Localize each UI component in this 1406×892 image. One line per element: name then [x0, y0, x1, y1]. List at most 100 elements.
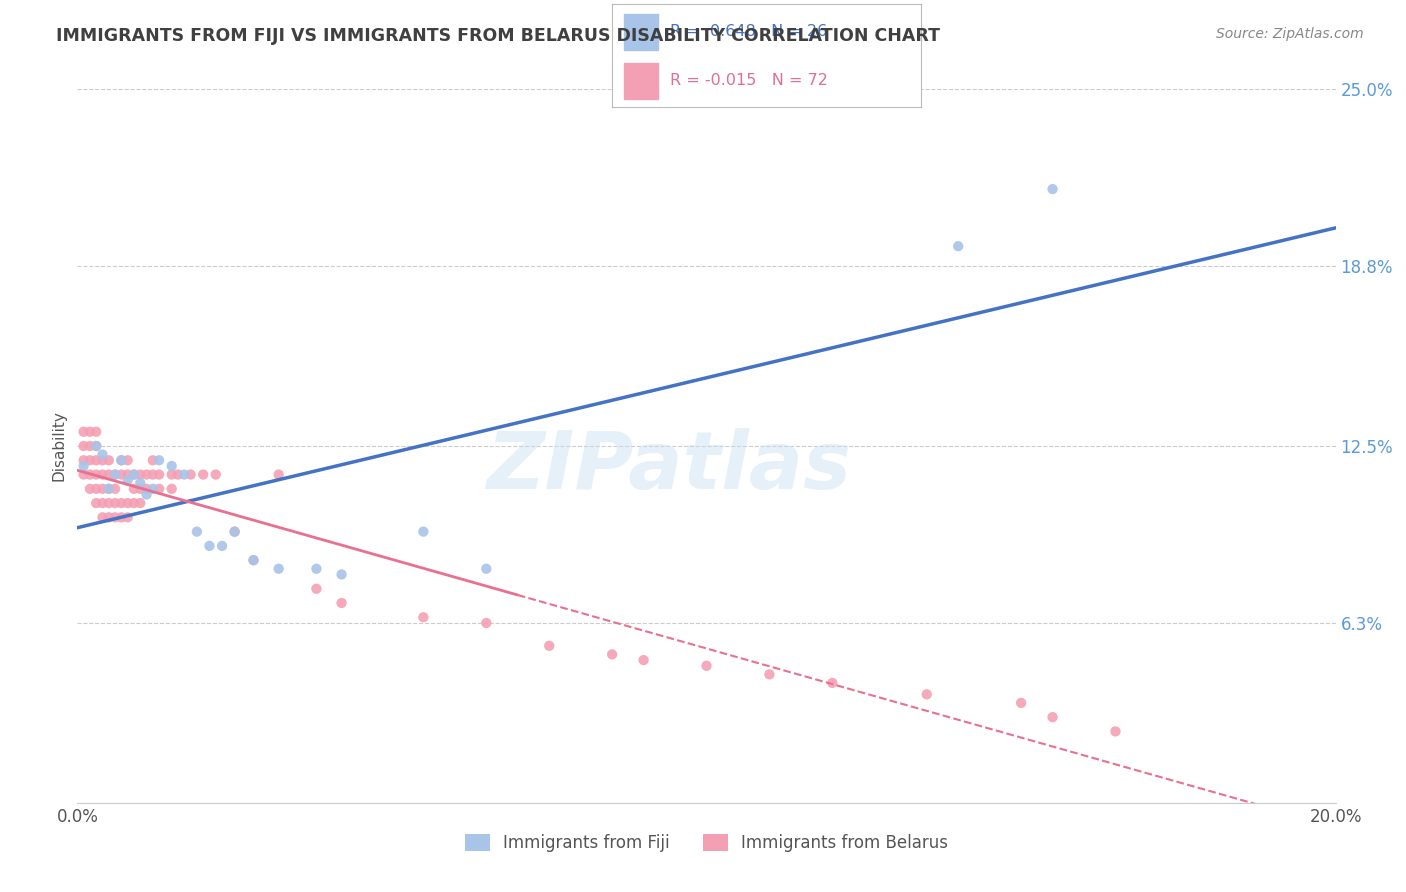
Point: [412, 524, 434, 539]
Point: [148, 482, 170, 496]
Point: [160, 467, 183, 482]
Point: [97, 482, 120, 496]
Point: [160, 482, 183, 496]
Point: [305, 562, 328, 576]
Point: [129, 476, 152, 491]
Point: [72, 439, 94, 453]
Point: [84, 482, 107, 496]
Point: [110, 496, 132, 510]
Point: [186, 524, 208, 539]
Point: [122, 496, 145, 510]
Point: [135, 482, 157, 496]
Point: [696, 658, 718, 673]
Legend: Immigrants from Fiji, Immigrants from Belarus: Immigrants from Fiji, Immigrants from Be…: [458, 827, 955, 859]
Point: [204, 467, 226, 482]
Point: [948, 239, 970, 253]
Point: [79, 467, 101, 482]
Text: R =  0.648   N = 26: R = 0.648 N = 26: [671, 24, 828, 39]
Point: [104, 496, 127, 510]
Point: [600, 648, 623, 662]
Point: [160, 458, 183, 473]
Point: [97, 482, 120, 496]
Point: [267, 467, 290, 482]
Point: [79, 453, 101, 467]
Point: [84, 439, 107, 453]
Point: [267, 562, 290, 576]
Point: [97, 510, 120, 524]
Point: [84, 453, 107, 467]
Point: [72, 453, 94, 467]
Text: IMMIGRANTS FROM FIJI VS IMMIGRANTS FROM BELARUS DISABILITY CORRELATION CHART: IMMIGRANTS FROM FIJI VS IMMIGRANTS FROM …: [56, 27, 941, 45]
Point: [915, 687, 938, 701]
Point: [122, 467, 145, 482]
Point: [97, 453, 120, 467]
Point: [305, 582, 328, 596]
Bar: [624, 13, 658, 50]
Point: [1042, 182, 1064, 196]
Point: [117, 453, 139, 467]
Point: [110, 467, 132, 482]
Point: [475, 615, 498, 630]
Point: [224, 524, 246, 539]
Y-axis label: Disability: Disability: [51, 410, 66, 482]
Point: [91, 482, 114, 496]
Point: [475, 562, 498, 576]
Point: [142, 482, 165, 496]
Point: [110, 510, 132, 524]
Text: Source: ZipAtlas.com: Source: ZipAtlas.com: [1216, 27, 1364, 41]
Point: [79, 482, 101, 496]
Point: [91, 496, 114, 510]
Point: [104, 467, 127, 482]
Point: [129, 467, 152, 482]
Point: [135, 467, 157, 482]
Point: [84, 425, 107, 439]
Point: [242, 553, 264, 567]
Point: [167, 467, 190, 482]
Point: [104, 467, 127, 482]
Point: [191, 467, 215, 482]
Point: [84, 439, 107, 453]
Point: [758, 667, 780, 681]
Point: [142, 453, 165, 467]
Point: [198, 539, 221, 553]
Point: [84, 467, 107, 482]
Point: [97, 496, 120, 510]
Point: [97, 467, 120, 482]
Point: [91, 510, 114, 524]
Text: ZIPatlas: ZIPatlas: [486, 428, 851, 507]
Point: [91, 453, 114, 467]
Point: [122, 482, 145, 496]
Point: [129, 482, 152, 496]
Point: [72, 458, 94, 473]
Point: [91, 448, 114, 462]
Point: [224, 524, 246, 539]
Point: [180, 467, 202, 482]
Point: [412, 610, 434, 624]
Point: [79, 425, 101, 439]
Point: [330, 567, 353, 582]
Point: [633, 653, 655, 667]
Text: R = -0.015   N = 72: R = -0.015 N = 72: [671, 73, 828, 88]
Point: [135, 487, 157, 501]
Point: [330, 596, 353, 610]
Point: [91, 467, 114, 482]
Point: [72, 467, 94, 482]
Point: [104, 510, 127, 524]
Point: [173, 467, 195, 482]
Point: [117, 467, 139, 482]
Point: [122, 467, 145, 482]
Point: [117, 510, 139, 524]
Point: [110, 453, 132, 467]
Point: [142, 467, 165, 482]
Point: [821, 676, 844, 690]
Point: [1010, 696, 1032, 710]
Point: [117, 473, 139, 487]
Point: [1104, 724, 1126, 739]
Point: [242, 553, 264, 567]
Point: [72, 425, 94, 439]
Point: [1042, 710, 1064, 724]
Point: [148, 453, 170, 467]
Point: [79, 439, 101, 453]
Point: [129, 496, 152, 510]
Point: [117, 496, 139, 510]
